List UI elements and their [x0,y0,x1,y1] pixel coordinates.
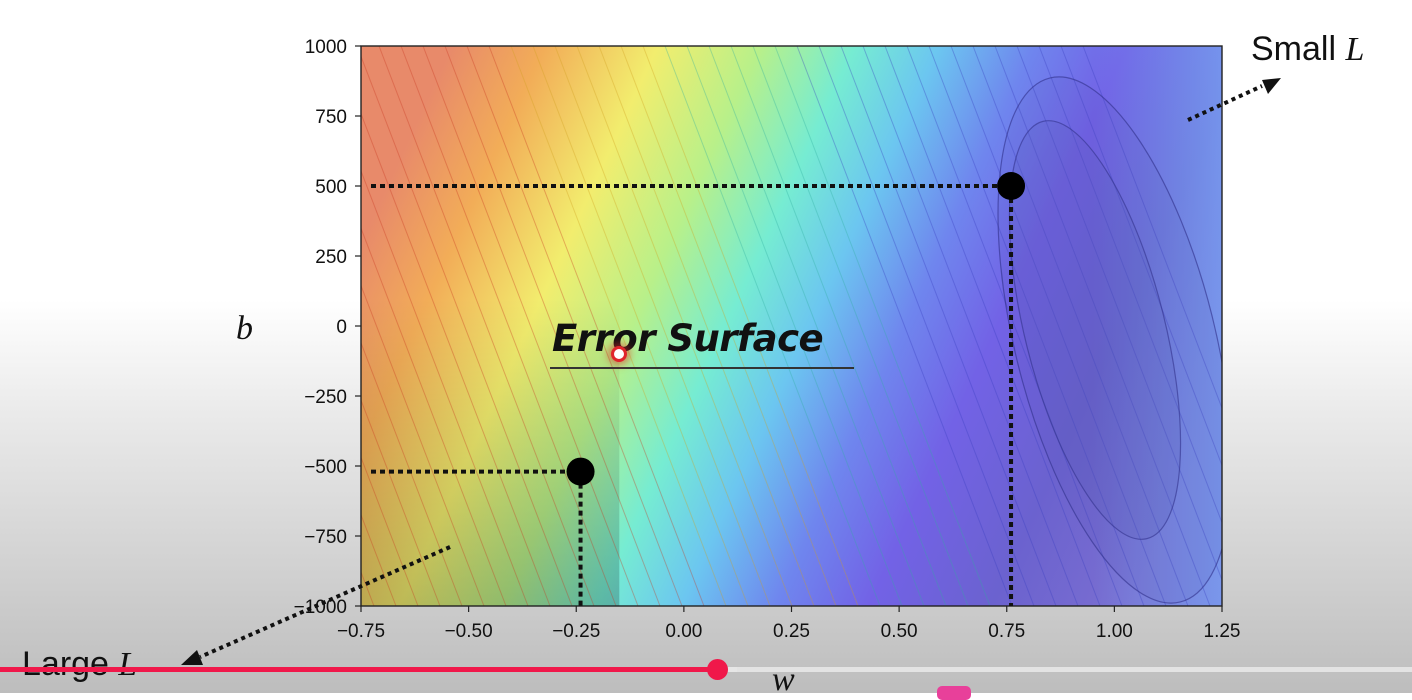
contour-line [361,169,529,606]
slide-title: Error Surface [552,317,824,360]
large-loss-arrowhead [181,650,203,665]
contour-line [642,46,859,606]
contour-line [1060,46,1222,467]
contour-line [422,46,639,606]
contour-line [840,46,1057,606]
contour-line [664,46,881,606]
contour-line [730,46,947,606]
contour-edge-tint [361,46,1222,606]
contour-line [752,46,969,606]
x-tick-label: 0.00 [665,621,702,642]
contour-line [796,46,1013,606]
progress-bar-played[interactable] [0,667,718,672]
x-tick-label: 0.25 [773,621,810,642]
contour-line [0,46,198,606]
contour-line [818,46,1035,606]
loss-basin-contour [997,76,1222,604]
contour-line [115,46,330,606]
x-tick-label: −0.75 [337,621,385,642]
y-tick-label: −750 [304,527,347,548]
x-tick-label: 0.75 [988,621,1025,642]
y-tick-label: 0 [336,317,347,338]
contour-line [361,398,441,606]
y-tick-label: −250 [304,387,347,408]
contour-line [950,46,1167,606]
contour-line [774,46,991,606]
y-tick-label: 250 [315,247,347,268]
large-loss-arrow-line [199,545,451,659]
contour-line [488,46,705,606]
contour-line [1016,46,1222,582]
contour-line [1038,46,1222,525]
y-tick-label: −1000 [294,597,347,618]
contour-line [378,46,595,606]
y-tick-label: 750 [315,107,347,128]
x-tick-label: −0.50 [445,621,493,642]
contour-line [361,226,507,606]
contour-line [906,46,1123,606]
small-loss-text: Small [1251,30,1346,68]
contour-line [686,46,903,606]
contour-line [361,112,551,606]
contour-line [972,46,1189,606]
contour-line [884,46,1101,606]
contour-line [93,46,308,606]
contour-line [576,46,793,606]
y-axis-label: b [236,310,253,347]
contour-line [49,46,264,606]
x-tick-label: 0.50 [881,621,918,642]
contour-line [361,456,419,606]
contour-line [1082,46,1222,410]
contour-line [27,46,242,606]
large-loss-symbol: L [118,646,138,683]
contour-line [444,46,661,606]
contour-line [862,46,1079,606]
y-tick-label: 1000 [305,37,347,58]
x-axis-label: w [772,661,795,693]
small-loss-label: Small L [1251,30,1364,69]
small-loss-arrowhead [1262,78,1281,94]
contour-line [620,46,837,606]
contour-line [532,46,749,606]
contour-line [0,46,176,606]
large-loss-label: Large L [22,645,137,684]
x-tick-label: 1.00 [1096,621,1133,642]
contour-line [71,46,286,606]
contour-line [928,46,1145,606]
contour-line [554,46,771,606]
laser-pointer-dot [611,346,627,362]
small-loss-symbol: L [1345,31,1365,68]
parameter-point [566,457,595,486]
title-underline [550,367,854,369]
loss-basin-contour [1008,120,1182,540]
contour-line [994,46,1211,606]
parameter-point [997,172,1026,200]
x-tick-label: 1.25 [1204,621,1241,642]
contour-line [5,46,220,606]
contour-line [510,46,727,606]
y-tick-label: −500 [304,457,347,478]
y-tick-label: 500 [315,177,347,198]
contour-line [466,46,683,606]
contour-line [361,284,485,606]
progress-scrubber-handle[interactable] [707,659,729,680]
contour-line [361,341,463,606]
large-loss-text: Large [22,645,119,683]
small-loss-arrow-line [1187,84,1263,122]
contour-line [361,55,573,606]
x-tick-label: −0.25 [552,621,600,642]
contour-line [708,46,925,606]
contour-lines [0,46,1222,606]
chapter-marker[interactable] [937,686,971,700]
contour-line [598,46,815,606]
